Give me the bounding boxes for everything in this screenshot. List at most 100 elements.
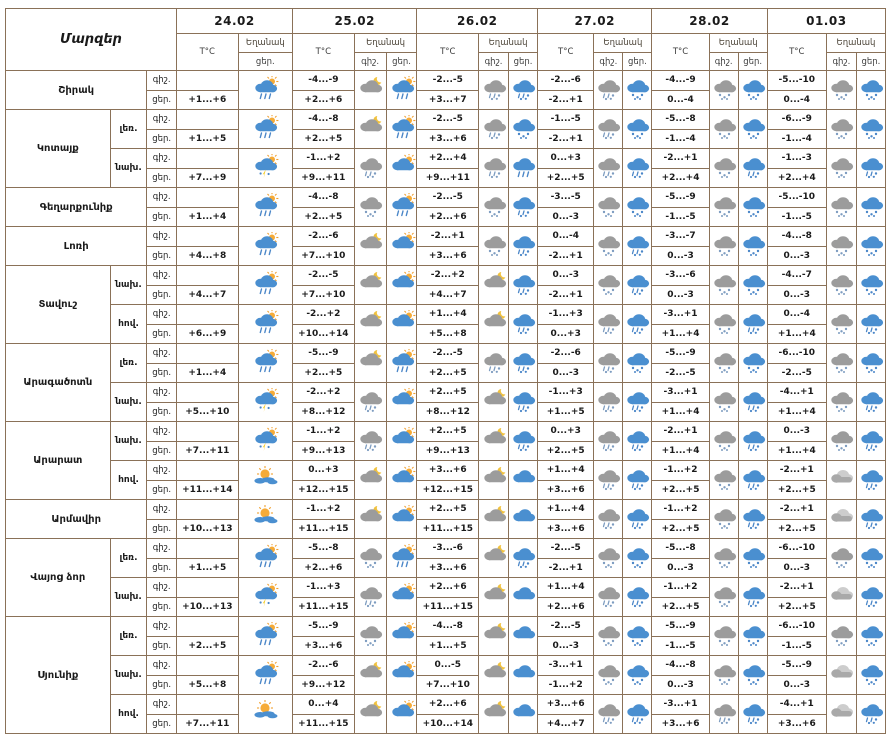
night-cloud-rain-snow-icon	[356, 388, 384, 413]
temp-value: -3...-6	[651, 265, 710, 286]
temp-value	[175, 577, 239, 598]
temp-value: +2...+5	[651, 479, 710, 500]
temp-value: +2...+5	[766, 596, 827, 617]
temp-value: -1...+3	[537, 382, 595, 403]
temp-value: -1...+3	[292, 577, 355, 598]
day-cloud-icon	[510, 661, 537, 686]
temp-value: -4...+1	[766, 382, 827, 403]
temp-value: +2...+5	[416, 421, 480, 442]
weather-icon-cell	[855, 382, 886, 422]
temp-value: -2...-6	[537, 70, 595, 91]
temp-value: -2...-5	[537, 538, 595, 559]
weather-icon-cell	[478, 109, 510, 149]
temp-value: -3...-7	[651, 226, 710, 247]
night-cloud-rain-snow-icon	[595, 583, 622, 608]
weather-icon-cell	[385, 187, 418, 227]
night-cloud-snow-icon	[710, 466, 737, 491]
weather-icon-cell	[622, 70, 653, 110]
night-cloud-snow-icon	[827, 271, 855, 296]
weather-header: Եղանակ	[825, 33, 886, 53]
temp-value	[175, 421, 239, 442]
temp-value: +1...+5	[175, 557, 239, 578]
zone-label: լեռ.	[109, 538, 148, 578]
day-label: ցեր.	[146, 713, 177, 734]
temp-value: -2...-5	[416, 70, 480, 91]
moon-cloud-icon	[480, 426, 508, 452]
sun-cloud-rain-icon	[251, 192, 279, 218]
weather-icon-cell	[593, 148, 624, 188]
temp-value: -5...-8	[651, 538, 710, 559]
night-label: գիշ.	[146, 109, 177, 130]
weather-icon-cell	[737, 538, 768, 578]
weather-icon-cell	[478, 226, 510, 266]
temp-value: +3...+6	[292, 635, 355, 656]
temp-value: +2...+5	[175, 635, 239, 656]
zone-label: նախ.	[109, 265, 148, 305]
day-cloud-rain-snow-icon	[624, 388, 651, 413]
day-col-header: ցեր.	[622, 52, 653, 71]
day-cloud-rain-snow-icon	[739, 310, 766, 335]
weather-icon-cell	[385, 343, 418, 383]
weather-icon-cell	[478, 538, 510, 578]
day-cloud-rain-snow-icon	[857, 388, 884, 413]
weather-icon-cell	[708, 187, 739, 227]
temp-value: +5...+8	[416, 323, 480, 344]
night-cloud-snow-icon	[595, 544, 622, 569]
weather-icon-cell	[353, 265, 387, 305]
zone-label: հով.	[109, 694, 148, 734]
temp-value: -5...-9	[766, 655, 827, 676]
moon-cloud-icon	[356, 348, 384, 374]
temp-value: -4...+1	[766, 694, 827, 715]
weather-icon-cell	[353, 694, 387, 734]
temp-value: 0...-4	[766, 304, 827, 325]
day-cloud-rain-snow-icon	[739, 505, 766, 530]
weather-icon-cell	[855, 655, 886, 695]
weather-icon-cell	[708, 538, 739, 578]
sun-cloud-rain-icon	[251, 75, 279, 101]
temp-value: -6...-10	[766, 343, 827, 364]
day-cloud-snow-icon	[739, 193, 766, 218]
temp-value: -3...+1	[651, 382, 710, 403]
night-cloud-snow-icon	[827, 232, 855, 257]
temp-value: +11...+14	[175, 479, 239, 500]
day-cloud-rain-snow-icon	[510, 427, 537, 452]
regions-header: Մարզեր	[5, 8, 177, 71]
region-name: Շիրակ	[4, 70, 148, 110]
temp-value: +1...+4	[537, 577, 595, 598]
weather-icon-cell	[708, 499, 739, 539]
temp-value: +2...+5	[537, 167, 595, 188]
table-row: հով. գիշ. -2...+2 +1...+4 -1...+3 -3...+1 0...…	[6, 304, 886, 344]
temp-value: -1...+2	[651, 460, 710, 481]
weather-icon-cell	[508, 343, 539, 383]
weather-icon-cell	[737, 577, 768, 617]
temp-value: +2...+5	[292, 362, 355, 383]
weather-icon-cell	[737, 187, 768, 227]
day-cloud-rain-snow-icon	[857, 427, 884, 452]
temp-value: -5...-9	[292, 616, 355, 637]
sun-cloud-thunder-icon	[251, 582, 279, 608]
temp-value: -4...-8	[416, 616, 480, 637]
weather-icon-cell	[593, 694, 624, 734]
weather-icon-cell	[237, 109, 294, 149]
zone-label: նախ.	[109, 577, 148, 617]
day-cloud-snow-icon	[739, 622, 766, 647]
weather-icon-cell	[593, 304, 624, 344]
weather-icon-cell	[825, 655, 857, 695]
sun-cloud-rain-icon	[251, 309, 279, 335]
temp-value: +9...+13	[292, 440, 355, 461]
weather-icon-cell	[825, 343, 857, 383]
weather-icon-cell	[825, 538, 857, 578]
weather-icon-cell	[385, 421, 418, 461]
night-cloud-snow-icon	[595, 661, 622, 686]
night-label: գիշ.	[146, 265, 177, 286]
day-label: ցեր.	[146, 167, 177, 188]
temp-value: +2...+6	[292, 89, 355, 110]
night-cloud-snow-icon	[710, 583, 737, 608]
weather-icon-cell	[737, 70, 768, 110]
temp-value: +2...+6	[416, 577, 480, 598]
temp-value: -1...-4	[651, 128, 710, 149]
weather-icon-cell	[508, 70, 539, 110]
temp-value: +9...+13	[416, 440, 480, 461]
zone-label: նախ.	[109, 382, 148, 422]
day-cloud-snow-icon	[739, 661, 766, 686]
